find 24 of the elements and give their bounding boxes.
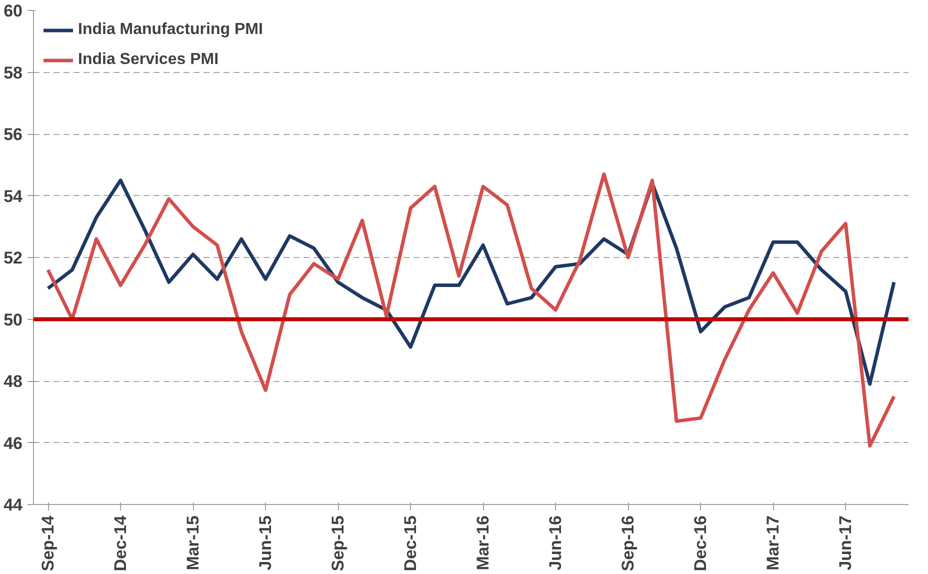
y-tick-label: 50 bbox=[4, 310, 23, 330]
x-tick-label: Jun-15 bbox=[256, 515, 276, 570]
x-tick-label: Dec-15 bbox=[401, 515, 420, 572]
y-tick-label: 52 bbox=[4, 248, 23, 268]
x-tick-label: Dec-16 bbox=[691, 515, 710, 572]
y-tick-label: 48 bbox=[4, 372, 23, 391]
legend-label: India Services PMI bbox=[78, 51, 219, 69]
y-tick-label: 58 bbox=[4, 63, 23, 82]
x-tick-label: Mar-16 bbox=[474, 515, 493, 570]
x-tick-label: Mar-17 bbox=[764, 515, 783, 570]
x-tick-label: Jun-17 bbox=[836, 515, 856, 570]
y-tick-label: 44 bbox=[4, 496, 24, 514]
y-tick-label: 56 bbox=[4, 125, 23, 144]
legend-label: India Manufacturing PMI bbox=[78, 21, 263, 39]
x-tick-label: Jun-16 bbox=[546, 515, 566, 570]
line-series bbox=[46, 172, 896, 448]
y-tick-label: 46 bbox=[4, 434, 23, 453]
y-tick-label: 54 bbox=[4, 186, 24, 206]
x-tick-label: Sep-16 bbox=[618, 516, 638, 572]
x-tick-label: Sep-14 bbox=[38, 514, 58, 572]
x-tick-label: Dec-14 bbox=[111, 514, 130, 572]
x-tick-label: Sep-15 bbox=[328, 516, 348, 572]
x-tick-label: Mar-15 bbox=[184, 515, 203, 570]
y-tick-label: 60 bbox=[4, 2, 23, 20]
